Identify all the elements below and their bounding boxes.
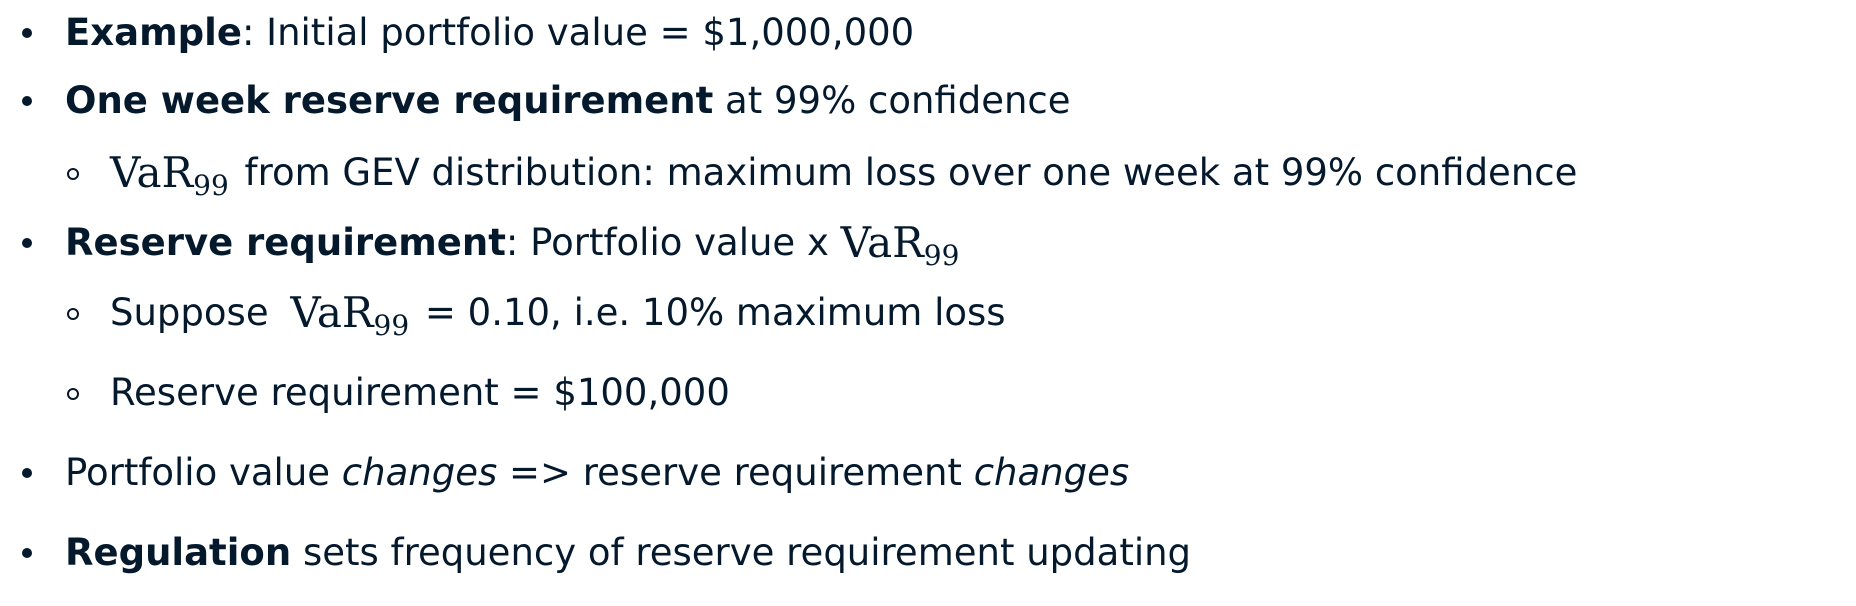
sub-bullet-var-gev: VaR99 from GEV distribution: maximum los… — [110, 148, 1578, 202]
sub-bullet-circle — [67, 388, 79, 400]
sub-bullet-reserve-amount: Reserve requirement = $100,000 — [110, 368, 730, 418]
sub-bullet-text: = 0.10, i.e. 10% maximum loss — [413, 291, 1006, 334]
sub-bullet-circle — [67, 308, 79, 320]
bullet-text: at 99% confidence — [713, 79, 1071, 122]
bullet-bold-label: Reserve requirement — [65, 221, 506, 264]
bullet-dot — [22, 28, 32, 38]
math-var-symbol: VaR99 — [290, 288, 410, 342]
math-var-symbol: VaR99 — [840, 218, 960, 272]
sub-bullet-text: Suppose — [110, 291, 281, 334]
bullet-example: Example: Initial portfolio value = $1,00… — [65, 8, 914, 58]
bullet-dot — [22, 548, 32, 558]
bullet-text: Portfolio value — [65, 451, 342, 494]
bullet-dot — [22, 96, 32, 106]
bullet-text: : Initial portfolio value = $1,000,000 — [241, 11, 915, 54]
bullet-one-week-reserve: One week reserve requirement at 99% conf… — [65, 76, 1071, 126]
sub-bullet-text: from GEV distribution: maximum loss over… — [232, 151, 1578, 194]
bullet-italic-text: changes — [973, 451, 1130, 494]
bullet-text: : Portfolio value x — [505, 221, 841, 264]
bullet-reserve-requirement: Reserve requirement: Portfolio value x V… — [65, 218, 963, 272]
math-var-symbol: VaR99 — [110, 148, 229, 202]
bullet-dot — [22, 238, 32, 248]
bullet-portfolio-changes: Portfolio value changes => reserve requi… — [65, 448, 1129, 498]
bullet-bold-label: Example — [65, 11, 242, 54]
bullet-bold-label: Regulation — [65, 531, 292, 574]
sub-bullet-text: Reserve requirement = $100,000 — [110, 371, 730, 414]
bullet-dot — [22, 468, 32, 478]
bullet-bold-label: One week reserve requirement — [65, 79, 714, 122]
sub-bullet-circle — [67, 168, 79, 180]
sub-bullet-suppose-var: Suppose VaR99 = 0.10, i.e. 10% maximum l… — [110, 288, 1006, 342]
bullet-text: => reserve requirement — [497, 451, 974, 494]
bullet-regulation: Regulation sets frequency of reserve req… — [65, 528, 1191, 578]
bullet-italic-text: changes — [341, 451, 498, 494]
bullet-text: sets frequency of reserve requirement up… — [291, 531, 1192, 574]
